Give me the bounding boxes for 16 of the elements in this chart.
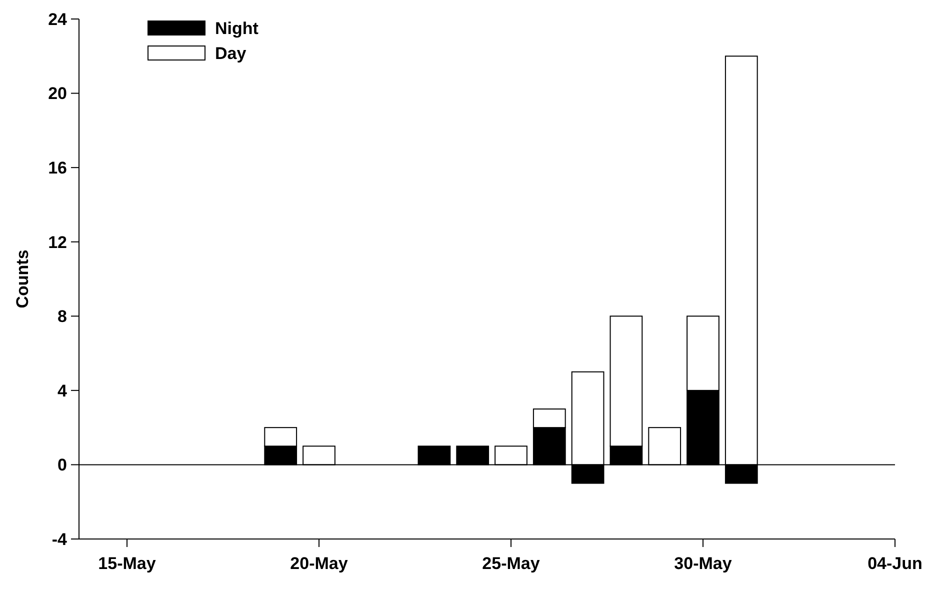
y-tick-label: 20: [48, 84, 67, 104]
x-tick-label: 30-May: [674, 554, 732, 573]
x-tick-label: 15-May: [98, 554, 156, 573]
y-tick-label: 0: [58, 456, 67, 475]
y-axis-title: Counts: [13, 250, 32, 308]
y-tick-label: 4: [58, 381, 68, 400]
legend-label: Night: [215, 18, 259, 38]
y-tick-label: 24: [48, 10, 68, 29]
legend-label: Day: [215, 44, 247, 63]
y-tick-label: 16: [48, 158, 67, 178]
x-tick-label: 25-May: [482, 554, 540, 573]
x-tick-label: 04-Jun: [868, 554, 922, 573]
y-tick-label: 12: [48, 232, 67, 252]
y-tick-label: -4: [52, 530, 68, 549]
x-tick-label: 20-May: [290, 554, 348, 573]
y-tick-label: 8: [58, 307, 67, 326]
